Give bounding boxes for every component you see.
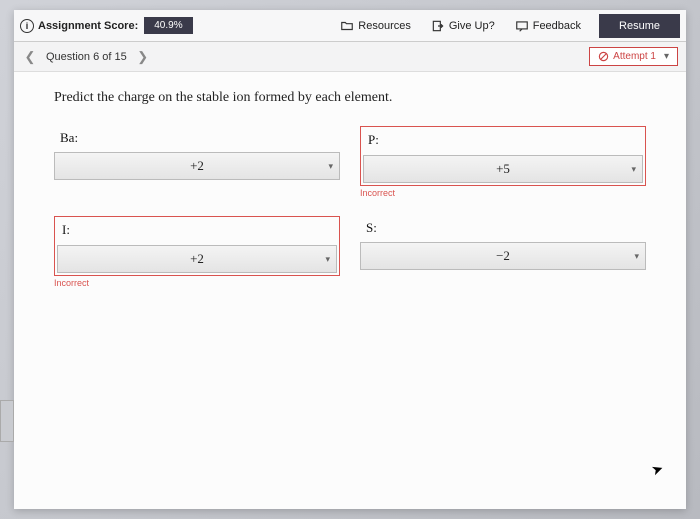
element-label: P: [368, 132, 379, 148]
question-counter: Question 6 of 15 [46, 51, 127, 63]
feedback-button[interactable]: Feedback [505, 15, 591, 37]
giveup-button[interactable]: Give Up? [421, 15, 505, 37]
element-label: S: [366, 220, 377, 236]
answer-box: S: −2 [360, 242, 646, 270]
prohibit-icon [598, 51, 609, 62]
answer-box-error: P: +5 [360, 126, 646, 186]
top-toolbar: i Assignment Score: 40.9% Resources Give… [14, 10, 686, 42]
app-frame: i Assignment Score: 40.9% Resources Give… [14, 10, 686, 509]
feedback-icon [515, 19, 529, 33]
answer-cell-s: S: −2 [360, 216, 646, 288]
attempt-button[interactable]: Attempt 1 ▾ [589, 47, 678, 66]
charge-value: +5 [496, 161, 510, 177]
resume-button[interactable]: Resume [599, 14, 680, 38]
charge-select-p[interactable]: +5 [363, 155, 643, 183]
answer-box: Ba: +2 [54, 152, 340, 180]
prev-question-button[interactable]: ❮ [22, 49, 38, 65]
element-label: I: [62, 222, 70, 238]
answer-cell-p: P: +5 Incorrect [360, 126, 646, 198]
charge-value: −2 [496, 248, 510, 264]
answer-cell-ba: Ba: +2 [54, 126, 340, 198]
question-content: Predict the charge on the stable ion for… [14, 72, 686, 509]
feedback-label: Feedback [533, 20, 581, 32]
charge-select-s[interactable]: −2 [360, 242, 646, 270]
question-prompt: Predict the charge on the stable ion for… [54, 90, 646, 106]
charge-select-i[interactable]: +2 [57, 245, 337, 273]
charge-value: +2 [190, 158, 204, 174]
attempt-label: Attempt 1 [613, 51, 656, 62]
score-label-text: Assignment Score: [38, 20, 138, 32]
next-question-button[interactable]: ❯ [135, 49, 151, 65]
element-label: Ba: [60, 130, 78, 146]
exit-icon [431, 19, 445, 33]
question-navbar: ❮ Question 6 of 15 ❯ Attempt 1 ▾ [14, 42, 686, 72]
charge-select-ba[interactable]: +2 [54, 152, 340, 180]
assignment-score-label: i Assignment Score: [20, 19, 138, 33]
giveup-label: Give Up? [449, 20, 495, 32]
resources-button[interactable]: Resources [330, 15, 421, 37]
resume-label: Resume [619, 20, 660, 32]
answer-cell-i: I: +2 Incorrect [54, 216, 340, 288]
resources-label: Resources [358, 20, 411, 32]
incorrect-note: Incorrect [54, 278, 340, 288]
info-icon: i [20, 19, 34, 33]
score-value: 40.9% [144, 17, 192, 34]
answer-grid: Ba: +2 P: +5 Incorrect I: [54, 126, 646, 288]
folder-icon [340, 19, 354, 33]
side-tab[interactable] [0, 400, 14, 442]
chevron-down-icon: ▾ [664, 51, 669, 62]
answer-box-error: I: +2 [54, 216, 340, 276]
incorrect-note: Incorrect [360, 188, 646, 198]
charge-value: +2 [190, 251, 204, 267]
